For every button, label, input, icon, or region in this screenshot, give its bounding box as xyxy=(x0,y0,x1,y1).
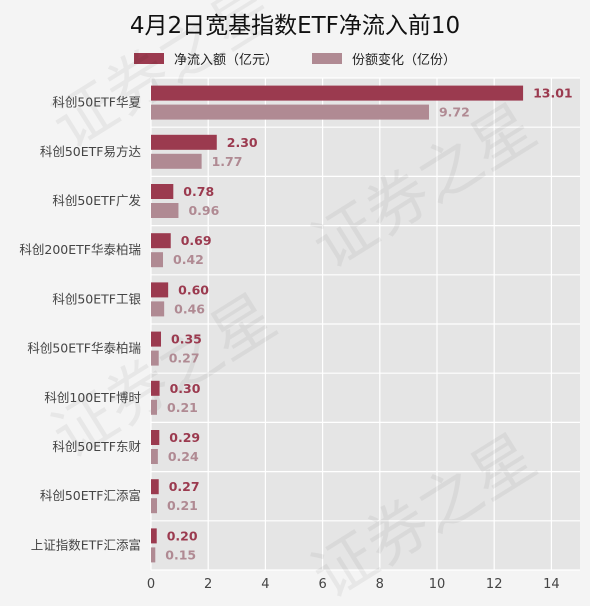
data-label-share-change: 0.21 xyxy=(167,400,198,415)
data-label-share-change: 1.77 xyxy=(212,154,243,169)
data-label-net-inflow: 0.35 xyxy=(171,332,202,347)
category-label: 科创50ETF华泰柏瑞 xyxy=(27,341,141,356)
legend-label-net-inflow: 净流入额（亿元） xyxy=(173,53,278,68)
bar-net-inflow xyxy=(151,430,160,445)
x-tick-label: 14 xyxy=(543,577,560,592)
bar-net-inflow xyxy=(151,282,169,298)
data-label-share-change: 0.96 xyxy=(188,203,219,218)
legend: 净流入额（亿元） 份额变化（亿份） xyxy=(0,49,590,68)
data-label-net-inflow: 13.01 xyxy=(533,86,573,101)
category-label: 科创50ETF广发 xyxy=(52,193,141,208)
bar-share-change xyxy=(151,153,202,169)
bar-share-change xyxy=(151,350,159,366)
data-label-net-inflow: 0.20 xyxy=(167,528,198,543)
x-tick-label: 12 xyxy=(486,577,503,592)
legend-swatch-net-inflow xyxy=(133,53,164,64)
x-tick-label: 8 xyxy=(376,577,384,592)
bar-net-inflow xyxy=(151,134,217,150)
x-tick-label: 0 xyxy=(147,577,155,592)
bar-net-inflow xyxy=(151,184,174,199)
legend-item-net-inflow: 净流入额（亿元） xyxy=(133,49,278,68)
data-label-share-change: 0.24 xyxy=(168,449,199,464)
bar-share-change xyxy=(151,301,165,317)
data-label-net-inflow: 0.60 xyxy=(178,282,209,297)
data-label-net-inflow: 0.29 xyxy=(169,430,200,445)
category-label: 科创50ETF工银 xyxy=(52,291,141,306)
data-label-net-inflow: 0.78 xyxy=(183,184,214,199)
bar-net-inflow xyxy=(151,479,159,495)
bar-net-inflow xyxy=(151,528,157,544)
data-label-net-inflow: 2.30 xyxy=(227,135,258,150)
data-label-share-change: 0.27 xyxy=(169,351,200,366)
bar-share-change xyxy=(151,449,158,464)
bar-share-change xyxy=(151,498,158,514)
data-label-share-change: 0.15 xyxy=(165,547,196,562)
category-label: 科创50ETF易方达 xyxy=(40,144,142,159)
bar-share-change xyxy=(151,203,179,218)
data-label-share-change: 0.46 xyxy=(174,301,205,316)
bar-share-change xyxy=(151,104,429,120)
data-label-net-inflow: 0.69 xyxy=(181,233,212,248)
bar-net-inflow xyxy=(151,380,160,396)
data-label-share-change: 0.21 xyxy=(167,498,198,513)
category-label: 上证指数ETF汇添富 xyxy=(31,537,141,552)
legend-label-share-change: 份额变化（亿份） xyxy=(352,53,457,68)
x-tick-label: 6 xyxy=(318,577,326,592)
bar-net-inflow xyxy=(151,85,524,101)
x-tick-label: 2 xyxy=(204,577,212,592)
chart-title: 4月2日宽基指数ETF净流入前10 xyxy=(129,13,461,39)
category-label: 科创100ETF博时 xyxy=(44,390,141,405)
bar-share-change xyxy=(151,252,164,268)
bar-share-change xyxy=(151,547,156,563)
legend-swatch-share-change xyxy=(312,53,342,64)
bar-net-inflow xyxy=(151,233,171,249)
category-label: 科创50ETF华夏 xyxy=(52,95,141,110)
data-label-net-inflow: 0.27 xyxy=(169,479,200,494)
data-label-share-change: 9.72 xyxy=(439,105,470,120)
data-label-share-change: 0.42 xyxy=(173,252,204,267)
category-label: 科创200ETF华泰柏瑞 xyxy=(19,242,141,257)
x-tick-label: 4 xyxy=(261,577,269,592)
category-label: 科创50ETF汇添富 xyxy=(40,488,141,503)
bar-net-inflow xyxy=(151,331,162,347)
data-label-net-inflow: 0.30 xyxy=(170,381,201,396)
bar-share-change xyxy=(151,399,158,415)
legend-item-share-change: 份额变化（亿份） xyxy=(312,49,456,68)
category-label: 科创50ETF东财 xyxy=(52,439,141,454)
x-tick-label: 10 xyxy=(429,577,446,592)
